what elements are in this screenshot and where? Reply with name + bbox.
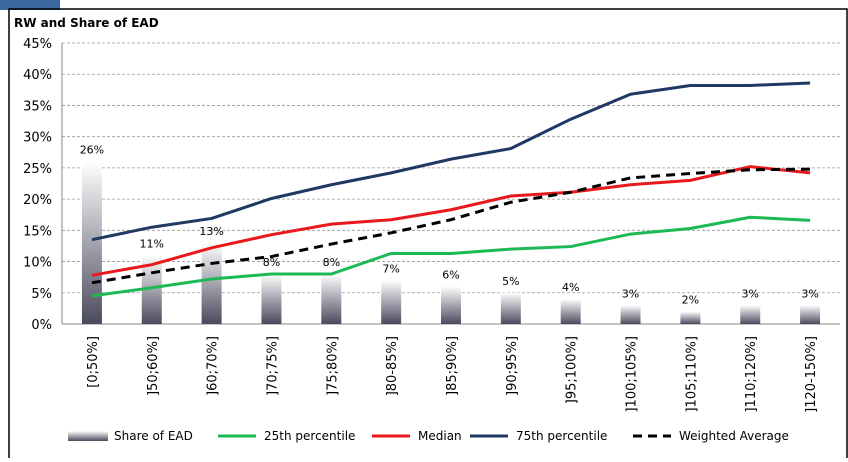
bar [800, 305, 821, 324]
x-tick-label: [0;50%] [86, 336, 101, 388]
chart-frame [8, 8, 848, 462]
y-tick-label: 10% [23, 256, 52, 271]
bar [441, 286, 461, 324]
series-line [91, 81, 811, 242]
x-tick-label: ]110;120%] [744, 336, 759, 413]
bar [321, 274, 342, 324]
data-label: 8% [323, 256, 340, 269]
data-label: 26% [80, 144, 104, 157]
bar [81, 161, 102, 324]
y-tick-label: 25% [23, 162, 52, 177]
y-tick-label: 30% [23, 131, 52, 146]
data-label: 6% [442, 269, 459, 282]
bar [500, 292, 521, 324]
x-tick-label: ]95;100%] [565, 336, 580, 404]
bar [560, 299, 581, 324]
x-tick-label: ]100;105%] [625, 336, 640, 413]
chart-title: RW and Share of EAD [14, 16, 159, 30]
x-tick-label: ]75;80%] [325, 336, 340, 396]
x-tick-label: ]50;60%] [146, 336, 161, 396]
bar [680, 311, 701, 324]
x-tick-label: ]85;90%] [445, 336, 460, 396]
y-tick-label: 40% [23, 68, 52, 83]
legend-label: Share of EAD [114, 429, 193, 443]
x-tick-label: ]120-150%] [804, 336, 819, 413]
bar [261, 274, 282, 324]
legend-label: Weighted Average [679, 429, 789, 443]
data-label: 13% [199, 225, 223, 238]
y-tick-label: 15% [23, 224, 52, 239]
data-label: 11% [140, 237, 164, 250]
y-tick-label: 0% [31, 318, 52, 333]
data-label: 8% [263, 256, 280, 269]
x-tick-label: ]105;110%] [684, 336, 699, 413]
series-line [91, 167, 811, 285]
data-label: 3% [742, 287, 759, 300]
x-tick-label: ]70;75%] [265, 336, 280, 396]
x-tick-label: ]60;70%] [206, 336, 221, 396]
bar [201, 242, 222, 324]
y-tick-label: 20% [23, 193, 52, 208]
legend-swatch [68, 431, 108, 441]
y-tick-label: 5% [31, 287, 52, 302]
x-tick-label: ]90;95%] [505, 336, 520, 396]
bar [620, 305, 641, 324]
bar [381, 280, 402, 324]
legend-label: 25th percentile [264, 429, 355, 443]
data-label: 3% [622, 287, 639, 300]
decor-strip [0, 0, 60, 10]
data-label: 4% [562, 281, 579, 294]
x-tick-label: ]80-85%] [385, 336, 400, 396]
data-label: 7% [382, 262, 399, 275]
series-line [91, 165, 811, 277]
y-tick-label: 35% [23, 99, 52, 114]
data-label: 2% [682, 294, 699, 307]
bar [740, 305, 761, 324]
y-tick-label: 45% [23, 37, 52, 52]
data-label: 5% [502, 275, 519, 288]
legend-label: Median [418, 429, 462, 443]
data-label: 3% [801, 287, 818, 300]
legend-label: 75th percentile [516, 429, 607, 443]
series-line [91, 215, 811, 298]
